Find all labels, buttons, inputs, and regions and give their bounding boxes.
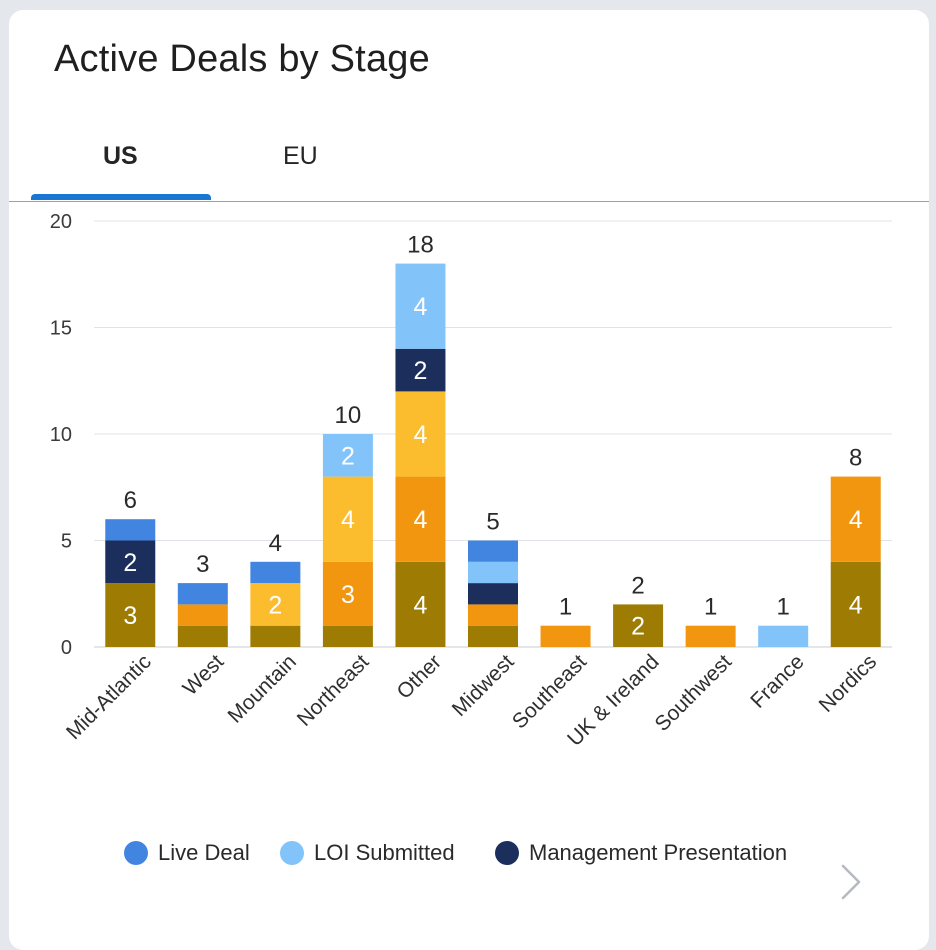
legend-label-management-presentation: Management Presentation bbox=[529, 840, 788, 865]
bar-total-label: 3 bbox=[196, 551, 209, 578]
active-tab-indicator bbox=[31, 194, 211, 200]
bar-segment bbox=[395, 391, 446, 477]
bar-segment bbox=[468, 583, 518, 605]
bar-segment bbox=[105, 519, 156, 541]
segment-value-label: 4 bbox=[414, 506, 428, 534]
chart-card: Active Deals by Stage US EU 0 5 10 15 20 3 2 6 M… bbox=[9, 10, 929, 950]
bar-total-label: 18 bbox=[407, 232, 434, 259]
x-tick-label: Nordics bbox=[815, 650, 882, 717]
segment-value-label: 4 bbox=[414, 293, 428, 321]
y-tick-label: 10 bbox=[50, 424, 72, 446]
legend-label-live-deal: Live Deal bbox=[158, 840, 250, 865]
bar-segment bbox=[322, 625, 373, 647]
x-tick-label: Mid-Atlantic bbox=[62, 650, 156, 744]
bar-segment bbox=[830, 561, 881, 647]
segment-value-label: 4 bbox=[849, 591, 863, 619]
bar-total-label: 4 bbox=[269, 530, 282, 557]
segment-value-label: 4 bbox=[341, 506, 355, 534]
x-tick-label: France bbox=[746, 650, 808, 712]
y-tick-label: 0 bbox=[61, 637, 72, 659]
bar-segment bbox=[468, 540, 518, 562]
bar-segment bbox=[322, 434, 373, 477]
segment-value-label: 3 bbox=[123, 602, 137, 630]
segment-value-label: 4 bbox=[414, 421, 428, 449]
bar-segment bbox=[250, 625, 301, 647]
bar-segment bbox=[250, 583, 301, 626]
y-tick-label: 5 bbox=[61, 531, 72, 553]
segment-value-label: 3 bbox=[341, 581, 355, 609]
bar-segment bbox=[322, 476, 373, 562]
stacked-bar-chart: 05101520326Mid-Atlantic3West24Mountain34… bbox=[50, 211, 892, 751]
bar-segment bbox=[177, 583, 228, 605]
live-deal-swatch bbox=[124, 841, 148, 865]
legend-item-live-deal[interactable]: Live Deal bbox=[124, 840, 250, 866]
management-presentation-swatch bbox=[495, 841, 519, 865]
bar-segment bbox=[250, 561, 301, 584]
x-tick-label: Northeast bbox=[293, 650, 374, 731]
bar-segment bbox=[613, 604, 664, 647]
tab-us[interactable]: US bbox=[103, 142, 138, 170]
segment-value-label: 2 bbox=[631, 613, 645, 641]
region-tabs: US EU bbox=[9, 130, 929, 203]
bar-segment bbox=[540, 625, 591, 647]
bar-total-label: 1 bbox=[704, 594, 717, 621]
legend-item-loi-submitted[interactable]: LOI Submitted bbox=[280, 840, 455, 866]
bar-segment bbox=[468, 625, 518, 647]
segment-value-label: 4 bbox=[414, 591, 428, 619]
bar-total-label: 1 bbox=[559, 594, 572, 621]
legend-item-management-presentation[interactable]: Management Presentation bbox=[495, 840, 787, 866]
bar-segment bbox=[395, 348, 446, 392]
bar-segment bbox=[830, 476, 881, 562]
segment-value-label: 4 bbox=[849, 506, 863, 534]
x-tick-label: Southwest bbox=[651, 650, 737, 736]
bar-segment bbox=[177, 604, 228, 626]
tabs-divider bbox=[9, 201, 929, 202]
loi-submitted-swatch bbox=[280, 841, 304, 865]
y-tick-label: 15 bbox=[50, 318, 72, 340]
card-title: Active Deals by Stage bbox=[54, 38, 430, 80]
y-tick-label: 20 bbox=[50, 211, 72, 233]
x-tick-label: Mountain bbox=[224, 650, 301, 727]
bar-segment bbox=[177, 625, 228, 647]
bar-total-label: 5 bbox=[486, 509, 499, 536]
bar-segment bbox=[685, 625, 736, 647]
bar-segment bbox=[322, 561, 373, 626]
bar-segment bbox=[105, 583, 156, 647]
segment-value-label: 2 bbox=[341, 442, 355, 470]
segment-value-label: 2 bbox=[123, 549, 137, 577]
bar-segment bbox=[468, 561, 518, 584]
bar-segment bbox=[468, 604, 518, 626]
x-tick-label: Midwest bbox=[448, 650, 519, 721]
chart-legend: Live Deal LOI Submitted Management Prese… bbox=[9, 840, 929, 874]
bar-segment bbox=[105, 540, 156, 584]
bar-total-label: 1 bbox=[777, 594, 790, 621]
bar-total-label: 8 bbox=[849, 445, 862, 472]
bar-segment bbox=[395, 476, 446, 562]
bar-total-label: 10 bbox=[335, 402, 362, 429]
x-tick-label: Other bbox=[393, 650, 446, 703]
bar-segment bbox=[395, 263, 446, 349]
segment-value-label: 2 bbox=[268, 591, 282, 619]
chevron-right-icon[interactable] bbox=[835, 862, 865, 902]
bar-total-label: 6 bbox=[124, 487, 137, 514]
x-tick-label: West bbox=[179, 650, 229, 700]
tab-eu[interactable]: EU bbox=[283, 142, 318, 170]
bar-segment bbox=[395, 561, 446, 647]
legend-label-loi-submitted: LOI Submitted bbox=[314, 840, 455, 865]
segment-value-label: 2 bbox=[414, 357, 428, 385]
bar-total-label: 2 bbox=[631, 572, 644, 599]
bar-segment bbox=[758, 625, 809, 647]
